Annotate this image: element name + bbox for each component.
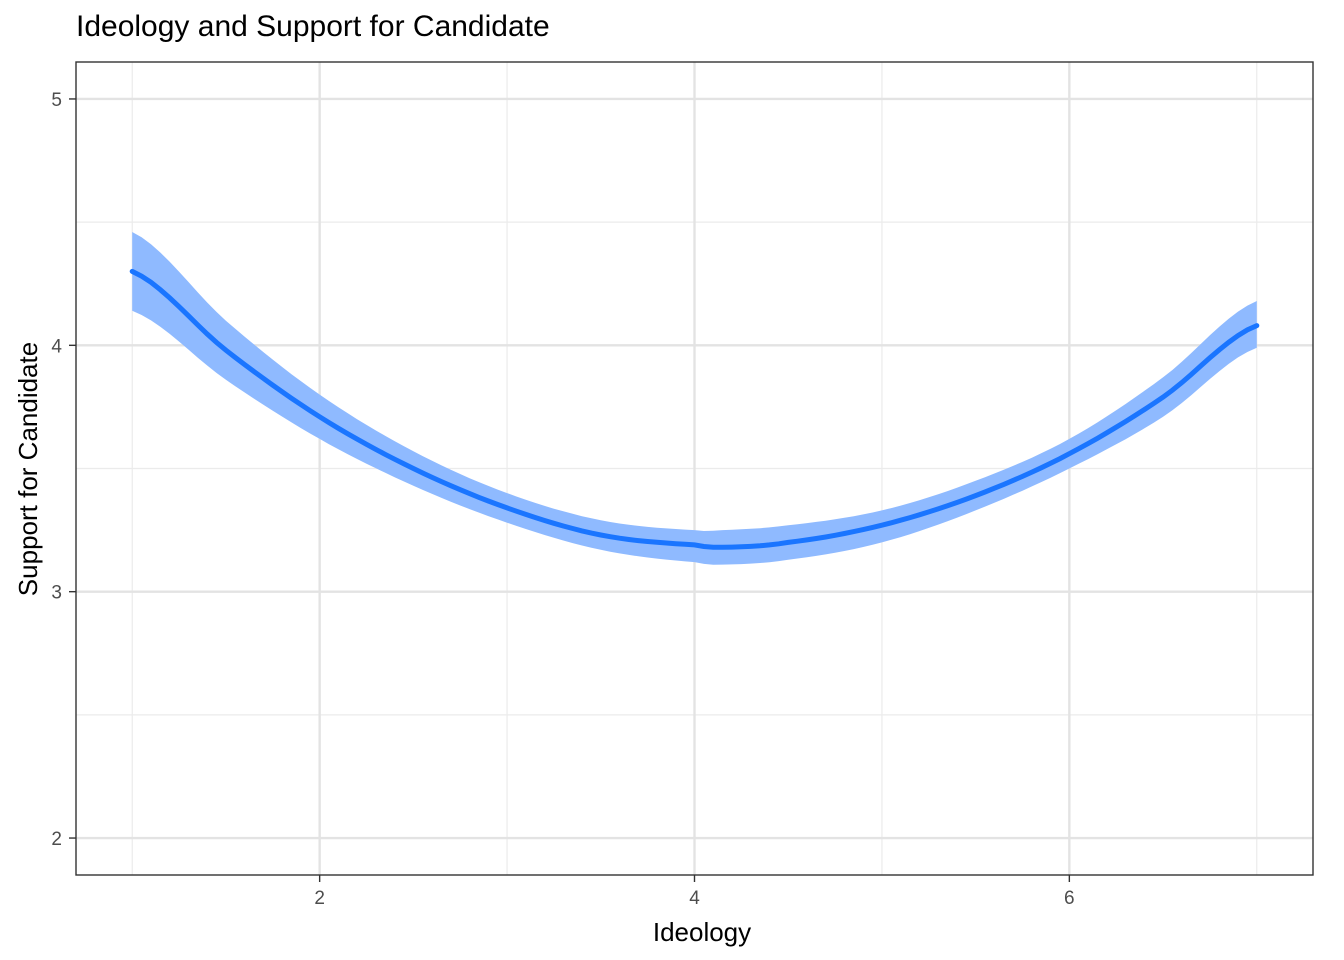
x-axis-title: Ideology <box>653 917 751 947</box>
y-tick-label: 5 <box>51 90 62 111</box>
y-axis-title: Support for Candidate <box>13 342 43 596</box>
x-tick-label: 4 <box>689 888 700 909</box>
fit-line-layer <box>129 268 1260 550</box>
x-tick-label: 6 <box>1064 888 1075 909</box>
grid-lines <box>76 62 1313 875</box>
y-tick-label: 3 <box>51 583 62 604</box>
axes: 2 4 6 2 3 4 5 <box>51 61 1314 909</box>
confidence-band-layer <box>132 232 1257 565</box>
fit-line <box>129 268 1260 550</box>
y-tick-label: 4 <box>51 336 62 357</box>
chart-title: Ideology and Support for Candidate <box>76 10 550 43</box>
y-tick-label: 2 <box>51 829 62 850</box>
confidence-band <box>132 232 1257 565</box>
x-tick-label: 2 <box>314 888 325 909</box>
